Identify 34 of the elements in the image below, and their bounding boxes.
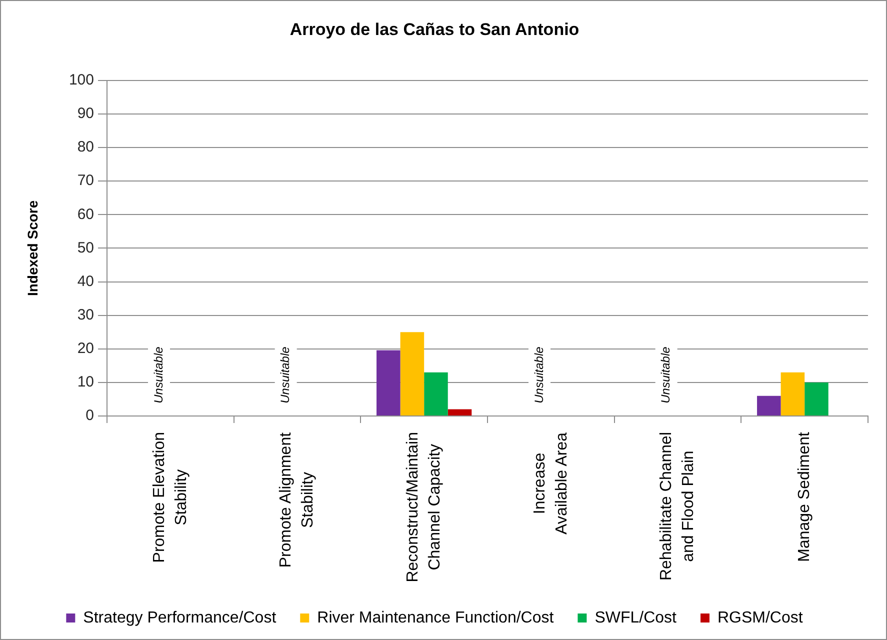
- y-tick-label: 20: [77, 340, 94, 358]
- legend-label: SWFL/Cost: [594, 609, 678, 626]
- x-tick-label: Rehabilitate Channel and Flood Plain: [658, 432, 698, 581]
- y-axis-title: Indexed Score: [24, 200, 40, 296]
- bar: [757, 396, 781, 416]
- y-tick-label: 90: [77, 105, 94, 122]
- bar: [780, 372, 805, 416]
- annotation: Unsuitable: [151, 346, 166, 404]
- bar: [376, 350, 400, 416]
- annotation: Unsuitable: [278, 346, 292, 404]
- y-tick-label: 10: [77, 374, 94, 391]
- bar: [804, 382, 828, 416]
- x-tick-label: Manage Sediment: [796, 431, 813, 562]
- chart-title: Arroyo de las Cañas to San Antonio: [290, 20, 580, 39]
- annotation: Unsuitable: [658, 346, 673, 404]
- y-tick-label: 40: [77, 272, 94, 290]
- legend-label: River Maintenance Function/Cost: [317, 609, 554, 626]
- y-tick-label: 100: [68, 72, 94, 89]
- annotation: Unsuitable: [532, 346, 546, 404]
- x-tick-label: Promote Alignment Stability: [278, 432, 317, 568]
- x-tick-label: Promote Elevation Stability: [150, 432, 190, 563]
- y-tick-label: 30: [77, 306, 94, 324]
- y-tick-label: 50: [77, 239, 94, 256]
- bar: [448, 409, 472, 416]
- x-tick-label: Increase Available Area: [531, 432, 570, 534]
- y-tick-label: 60: [77, 206, 94, 223]
- legend-label: Strategy Performance/Cost: [83, 609, 277, 626]
- y-tick-label: 80: [77, 138, 94, 156]
- legend-label: RGSM/Cost: [717, 609, 804, 626]
- y-tick-label: 0: [86, 407, 94, 424]
- bar: [400, 332, 424, 416]
- y-tick-label: 70: [77, 172, 94, 190]
- bar: [424, 372, 448, 416]
- x-tick-label: Reconstruct/Maintain Channel Capacity: [404, 432, 444, 582]
